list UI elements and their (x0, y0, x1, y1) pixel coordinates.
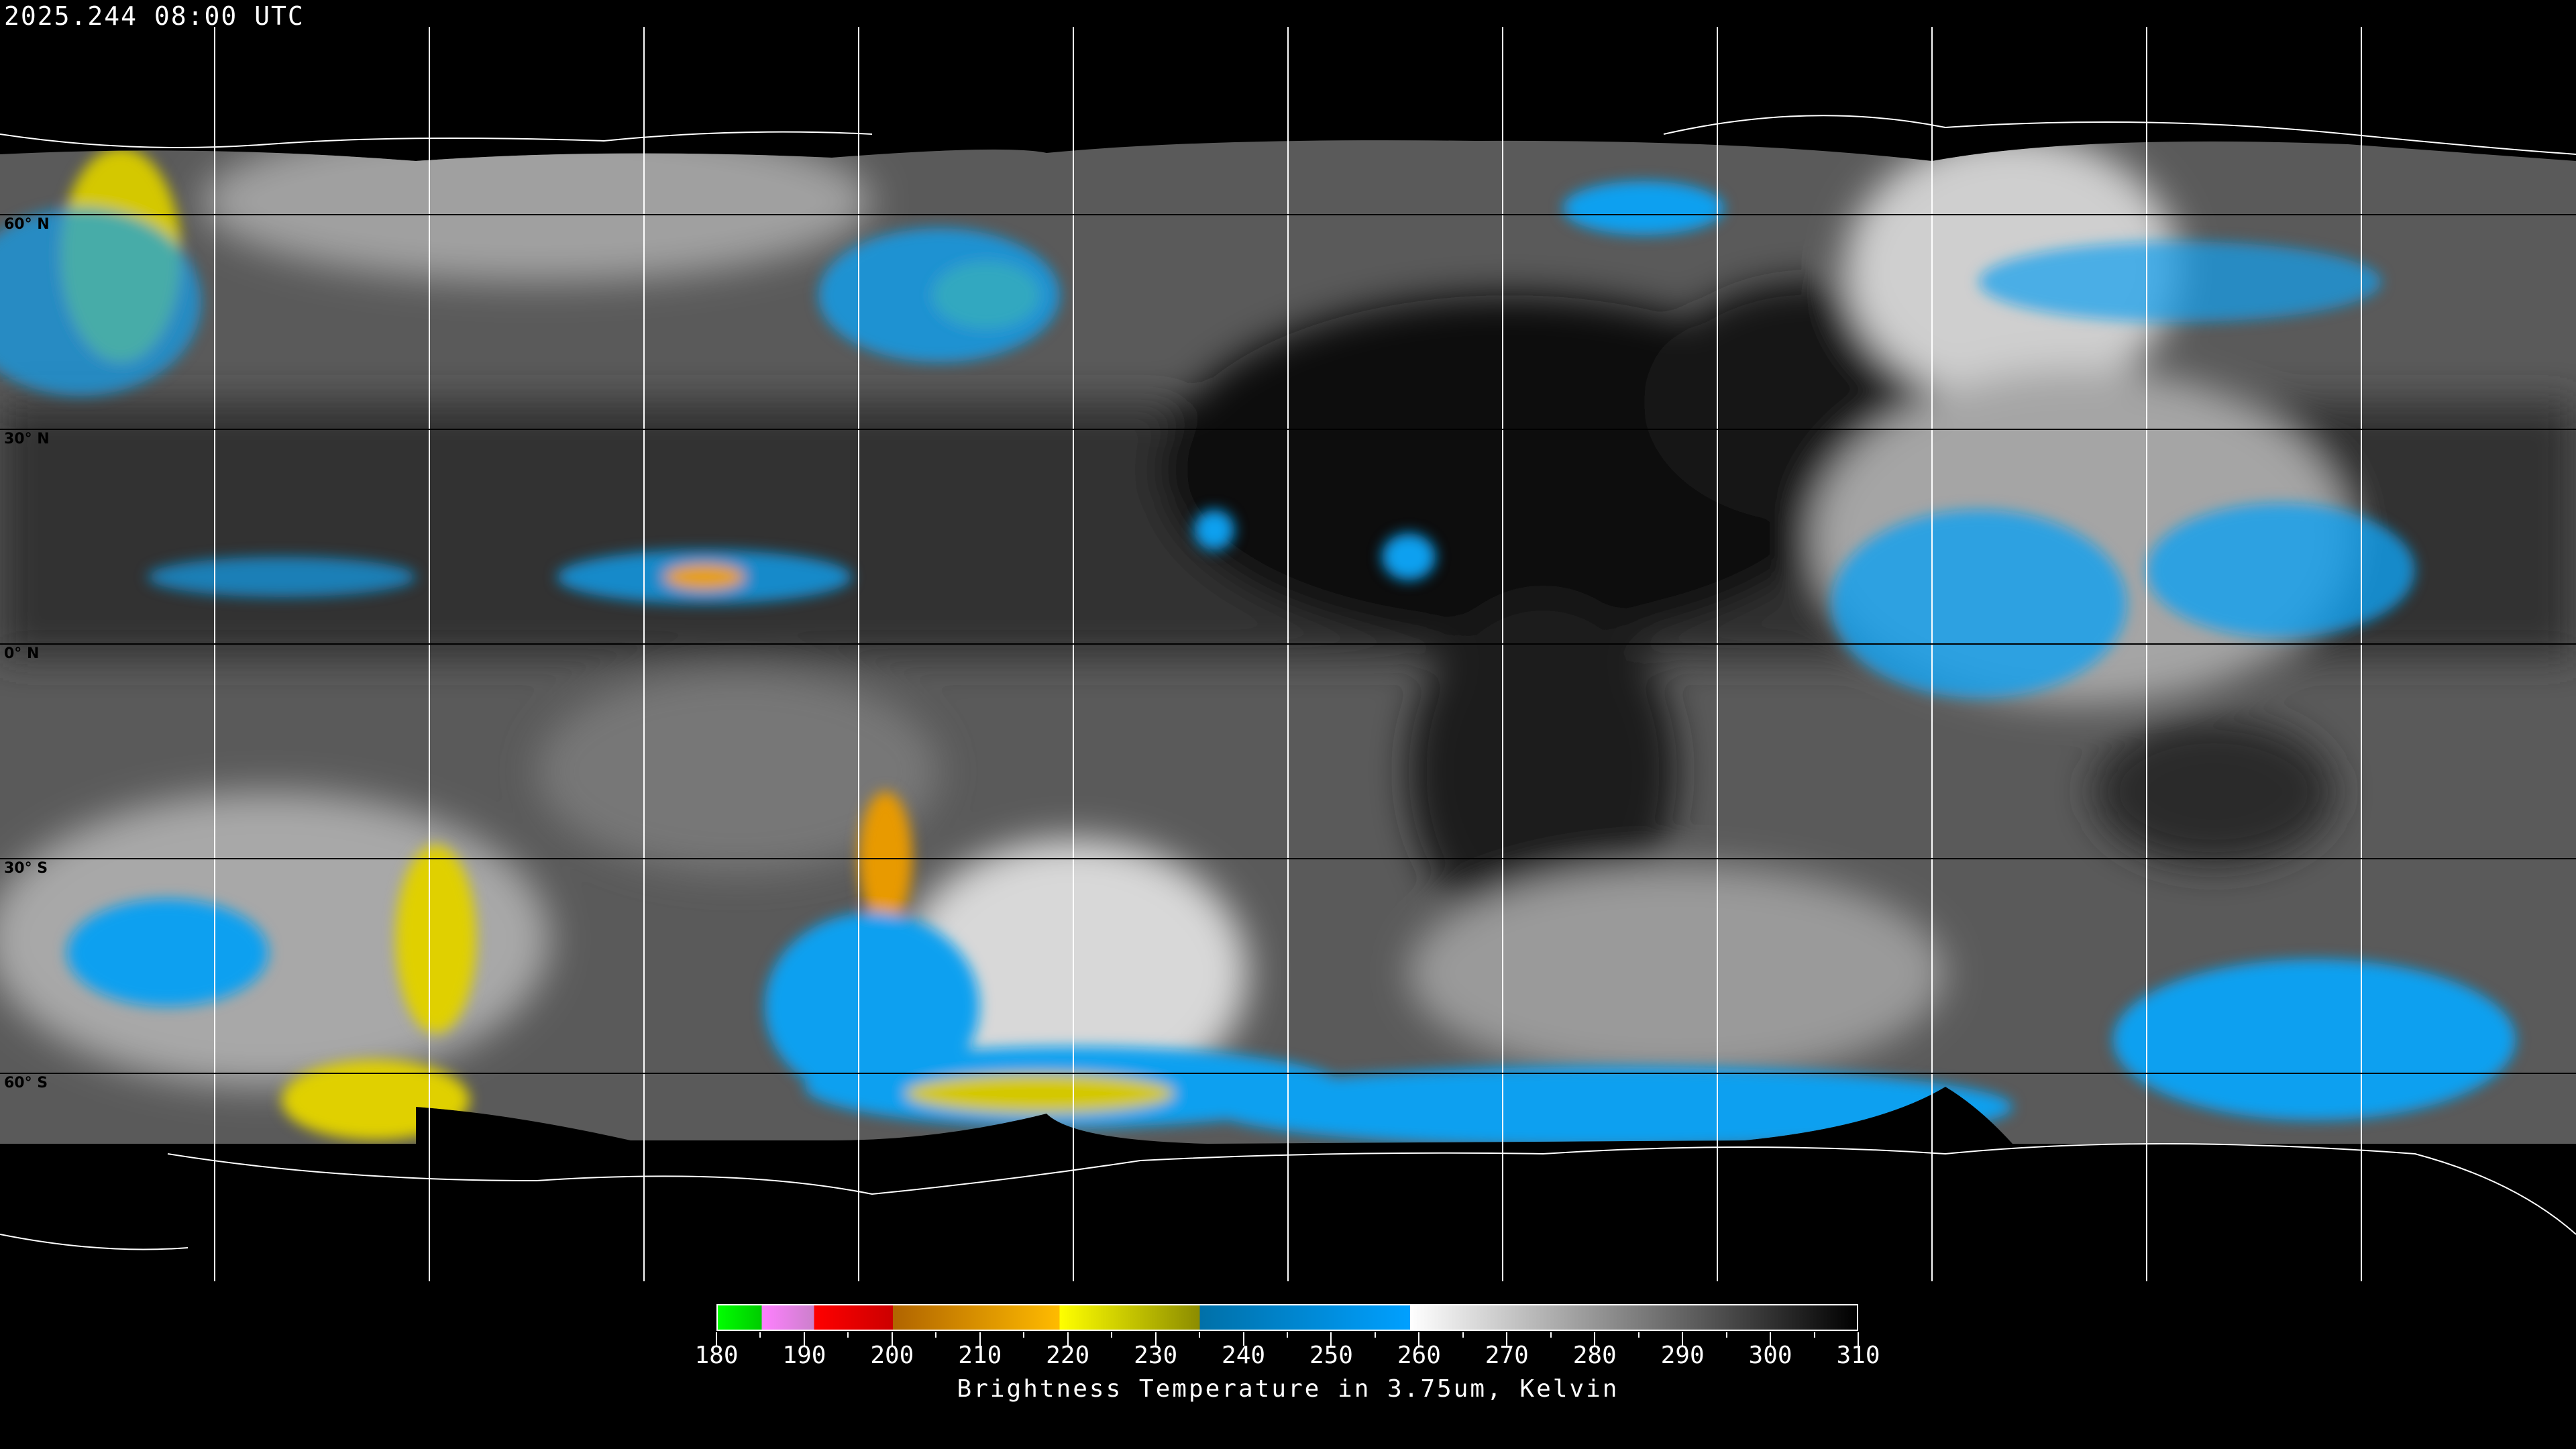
colorbar-tick (1638, 1332, 1640, 1338)
colorbar-tick-label: 230 (1134, 1342, 1178, 1369)
colorbar (716, 1304, 1858, 1331)
lat-label-60n: 60° N (4, 216, 50, 233)
latitude-lines (0, 214, 2576, 1074)
colorbar-tick-label: 200 (870, 1342, 914, 1369)
colorbar-tick (1594, 1332, 1596, 1346)
satellite-map (0, 27, 2576, 1281)
lat-label-30n: 30° N (4, 431, 50, 447)
colorbar-tick (1682, 1332, 1684, 1346)
colorbar-tick (1858, 1332, 1859, 1346)
colorbar-tick (935, 1332, 937, 1338)
colorbar-tick (716, 1332, 717, 1346)
coastlines (0, 115, 2576, 1250)
colorbar-tick-label: 270 (1485, 1342, 1529, 1369)
colorbar-tick-label: 290 (1660, 1342, 1705, 1369)
colorbar-tick (1725, 1332, 1727, 1338)
colorbar-tick (1506, 1332, 1508, 1346)
colorbar-tick (1462, 1332, 1464, 1338)
lat-lon-grid (214, 27, 2362, 1281)
colorbar-tick (1770, 1332, 1772, 1346)
colorbar-title: Brightness Temperature in 3.75um, Kelvin (957, 1375, 1619, 1403)
colorbar-tick (1111, 1332, 1113, 1338)
colorbar-tick-label: 180 (694, 1342, 739, 1369)
colorbar-tick (1550, 1332, 1552, 1338)
colorbar-tick-label: 250 (1309, 1342, 1353, 1369)
colorbar-tick (1813, 1332, 1815, 1338)
lat-label-0n: 0° N (4, 645, 40, 662)
colorbar-tick-label: 210 (958, 1342, 1002, 1369)
colorbar-tick (1287, 1332, 1288, 1338)
colorbar-tick (1067, 1332, 1069, 1346)
colorbar-tick (891, 1332, 893, 1346)
colorbar-tick (1418, 1332, 1420, 1346)
lat-label-60s: 60° S (4, 1075, 48, 1091)
colorbar-tick-label: 260 (1397, 1342, 1441, 1369)
colorbar-tick (979, 1332, 981, 1346)
colorbar-ticks (716, 1332, 1859, 1346)
colorbar-tick (803, 1332, 805, 1346)
colorbar-tick-label: 220 (1046, 1342, 1090, 1369)
colorbar-tick-label: 310 (1836, 1342, 1880, 1369)
colorbar-tick-label: 240 (1222, 1342, 1266, 1369)
colorbar-tick (1374, 1332, 1376, 1338)
colorbar-tick (759, 1332, 761, 1338)
colorbar-tick (1242, 1332, 1244, 1346)
colorbar-tick (1199, 1332, 1201, 1338)
lat-label-30s: 30° S (4, 860, 48, 877)
colorbar-tick-label: 300 (1748, 1342, 1792, 1369)
colorbar-tick (1023, 1332, 1025, 1338)
colorbar-tick (847, 1332, 849, 1338)
colorbar-tick (1155, 1332, 1157, 1346)
timestamp-label: 2025.244 08:00 UTC (4, 1, 305, 31)
colorbar-tick-label: 190 (782, 1342, 826, 1369)
colorbar-tick-label: 280 (1572, 1342, 1617, 1369)
colorbar-tick (1330, 1332, 1332, 1346)
